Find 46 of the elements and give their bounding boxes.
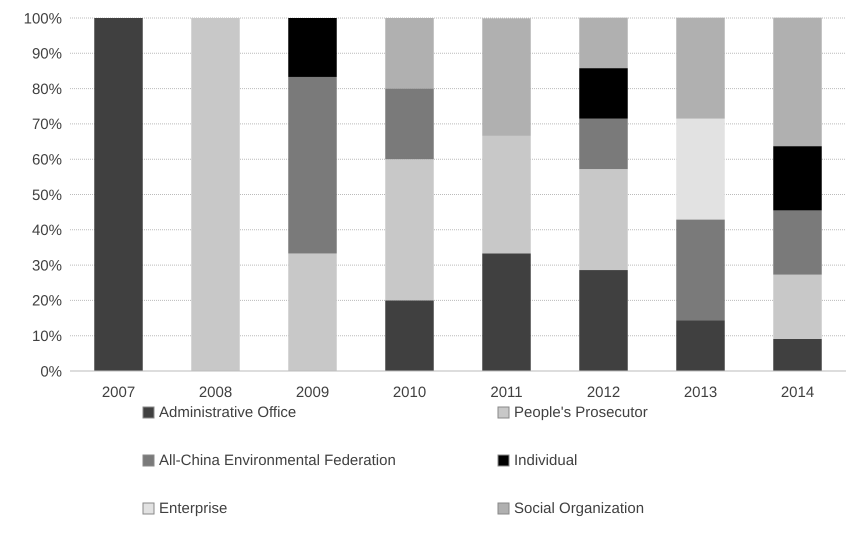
bar: [773, 338, 822, 371]
bar: [676, 220, 725, 321]
legend-label: Social Organization: [514, 500, 644, 517]
bar: [482, 253, 531, 371]
y-tick-label: 30%: [32, 257, 62, 274]
bar: [191, 18, 240, 371]
y-tick-label: 50%: [32, 186, 62, 204]
y-tick-label: 70%: [32, 116, 62, 134]
x-tick-label: 2010: [392, 384, 426, 401]
x-tick-label: 2011: [490, 384, 523, 401]
legend-label: Individual: [514, 452, 578, 469]
x-tick-label: 2012: [586, 384, 620, 401]
legend-label: Administrative Office: [159, 404, 296, 421]
bar: [482, 136, 531, 254]
y-tick-label: 40%: [32, 222, 62, 240]
y-tick-label: 100%: [24, 10, 62, 28]
y-tick-label: 10%: [32, 328, 62, 345]
bar: [676, 320, 725, 371]
x-tick-label: 2008: [198, 384, 232, 401]
x-tick-label: 2007: [102, 384, 136, 401]
x-tick-label: 2014: [780, 384, 814, 401]
bar: [773, 146, 822, 210]
bar: [773, 210, 822, 275]
y-tick-label: 20%: [32, 292, 62, 310]
x-tick-label: 2013: [684, 384, 718, 401]
bar: [385, 88, 434, 160]
bar: [676, 118, 725, 220]
y-tick-label: 0%: [40, 363, 62, 380]
y-tick-label: 80%: [32, 80, 62, 98]
bar: [579, 118, 628, 170]
bar: [94, 18, 143, 371]
bar: [579, 169, 628, 270]
x-tick-label: 2009: [296, 384, 330, 401]
legend-label: People's Prosecutor: [514, 404, 648, 421]
bar: [288, 18, 337, 77]
y-tick-label: 90%: [32, 46, 62, 63]
bar: [288, 253, 337, 371]
bar: [288, 76, 337, 254]
legend-label: Enterprise: [159, 500, 228, 517]
bar: [385, 159, 434, 300]
bar: [579, 68, 628, 119]
bar: [773, 274, 822, 339]
y-tick-label: 60%: [32, 151, 62, 168]
legend-label: All-China Environmental Federation: [159, 452, 396, 469]
bar: [579, 270, 628, 371]
bar: [385, 300, 434, 371]
